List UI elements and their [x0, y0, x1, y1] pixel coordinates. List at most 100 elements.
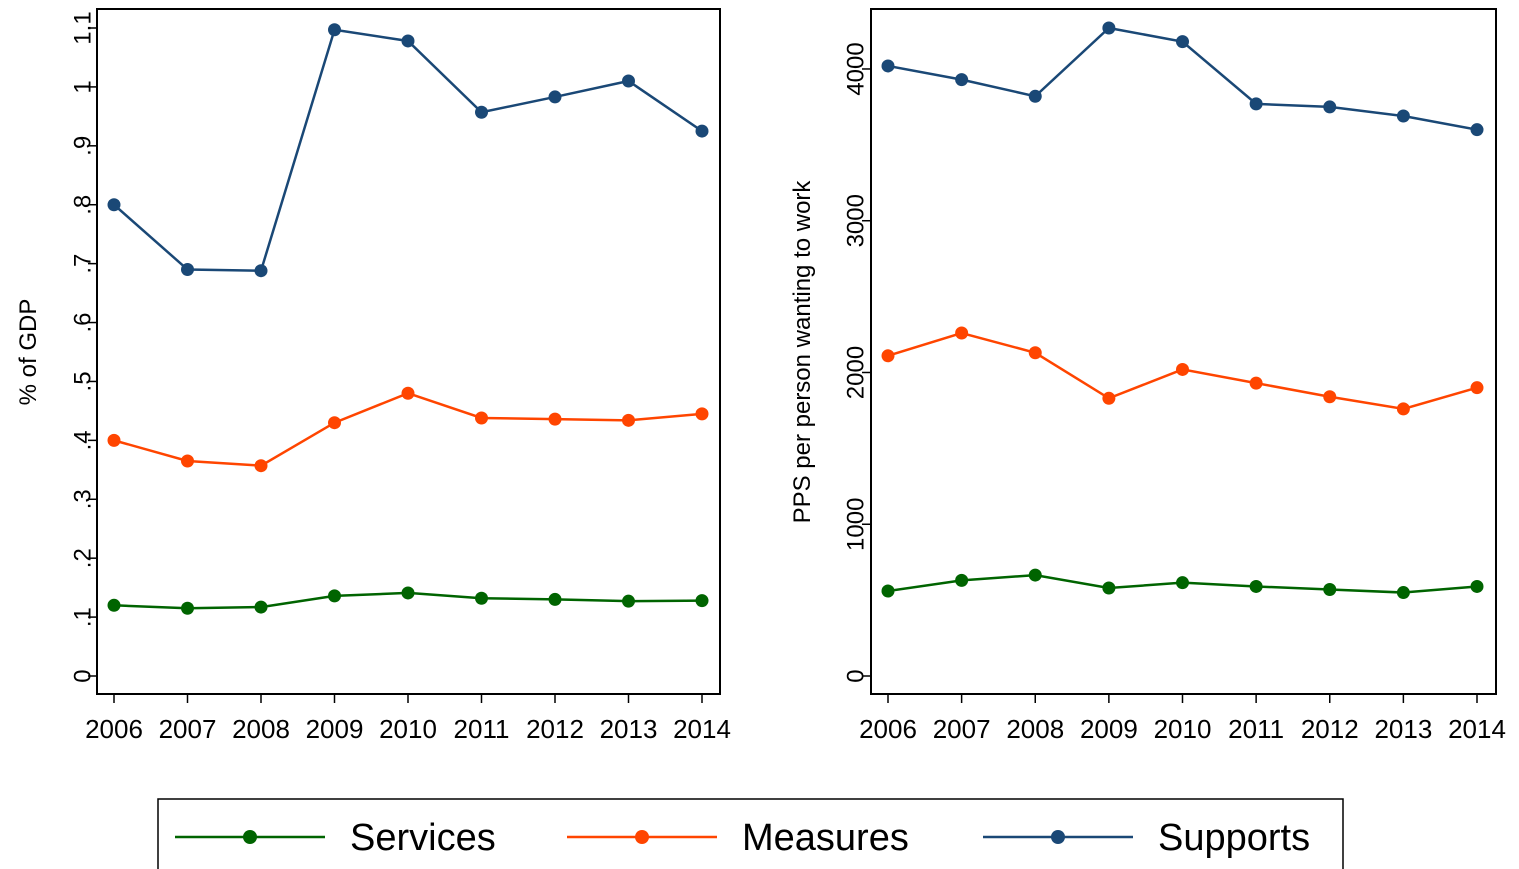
x-tick-label: 2006: [85, 714, 143, 744]
data-point: [475, 591, 488, 605]
data-point: [328, 23, 341, 37]
y-tick-label: .7: [70, 254, 97, 274]
x-tick-label: 2013: [1374, 714, 1432, 744]
data-point: [881, 59, 895, 73]
y-tick-label: 3000: [843, 194, 870, 247]
data-point: [328, 589, 341, 603]
data-point: [328, 416, 341, 430]
y-tick-label: 0: [843, 669, 870, 682]
data-point: [181, 454, 194, 468]
data-point: [1323, 390, 1337, 404]
x-tick-label: 2009: [1080, 714, 1138, 744]
legend-item-supports: Supports: [983, 817, 1310, 859]
data-point: [107, 198, 121, 212]
y-tick-label: .5: [70, 371, 97, 391]
data-point: [695, 124, 709, 138]
data-point: [548, 412, 562, 426]
x-tick-label: 2008: [1006, 714, 1064, 744]
legend-label: Supports: [1158, 817, 1310, 859]
legend: Services Measures Supports: [157, 798, 1344, 869]
legend-item-services: Services: [175, 817, 496, 859]
y-axis-title: PPS per person wanting to work: [789, 180, 816, 524]
x-tick-label: 2014: [673, 714, 731, 744]
data-point: [881, 584, 895, 598]
x-tick-label: 2014: [1448, 714, 1506, 744]
data-point: [955, 573, 969, 587]
y-tick-label: 2000: [843, 346, 870, 399]
data-point: [1470, 579, 1484, 593]
data-point: [1249, 97, 1263, 111]
data-point: [107, 433, 121, 447]
series-line: [113, 28, 703, 272]
data-point: [1028, 346, 1042, 360]
data-point: [1102, 581, 1116, 595]
legend-box: [157, 798, 1344, 869]
legend-label: Measures: [742, 817, 909, 859]
data-point: [1176, 35, 1189, 49]
series-services: [107, 586, 709, 615]
y-tick-label: .9: [70, 136, 97, 156]
data-point: [107, 598, 121, 612]
y-tick-label: .4: [70, 430, 97, 450]
x-tick-label: 2007: [159, 714, 217, 744]
data-point: [881, 349, 895, 363]
y-tick-label: 1.1: [70, 11, 97, 44]
y-tick-label: .3: [70, 489, 97, 509]
data-point: [622, 413, 635, 427]
data-point: [254, 600, 268, 614]
data-point: [401, 586, 415, 600]
data-point: [955, 73, 969, 87]
data-point: [1323, 100, 1337, 114]
legend-item-measures: Measures: [567, 817, 909, 859]
data-point: [1396, 586, 1410, 600]
data-point: [475, 411, 488, 425]
x-tick-label: 2012: [526, 714, 584, 744]
series-supports: [107, 23, 709, 278]
y-tick-label: 0: [70, 669, 97, 682]
data-point: [1396, 402, 1410, 416]
data-point: [1323, 582, 1337, 596]
data-point: [254, 264, 268, 278]
x-tick-label: 2006: [859, 714, 917, 744]
data-point: [401, 386, 415, 400]
data-point: [1102, 21, 1116, 35]
data-point: [1102, 391, 1116, 405]
x-tick-label: 2012: [1301, 714, 1359, 744]
legend-swatch-marker: [1051, 830, 1065, 844]
data-point: [695, 407, 709, 421]
series-measures: [881, 326, 1484, 416]
y-axis-title: % of GDP: [15, 299, 42, 406]
data-point: [1470, 381, 1484, 395]
y-tick-label: .6: [70, 313, 97, 333]
data-point: [1176, 576, 1189, 590]
legend-swatch-marker: [635, 830, 649, 844]
data-point: [622, 74, 635, 88]
series-supports: [881, 21, 1484, 137]
series-line: [113, 391, 703, 467]
data-point: [1028, 568, 1042, 582]
legend-swatch-marker: [243, 830, 257, 844]
y-tick-label: .2: [70, 548, 97, 568]
chart-panel-pps: 0 1000 2000 3000 4000 2006 2007 2008 2009 2010 201…: [789, 8, 1506, 744]
x-tick-label: 2007: [933, 714, 991, 744]
x-tick-label: 2008: [232, 714, 290, 744]
plot-frame: [870, 8, 1497, 695]
data-point: [1249, 376, 1263, 390]
x-tick-label: 2009: [306, 714, 364, 744]
y-tick-label: 1: [70, 80, 97, 93]
data-point: [548, 592, 562, 606]
data-point: [401, 34, 415, 48]
data-point: [695, 594, 709, 608]
y-tick-label: .1: [70, 607, 97, 627]
x-tick-label: 2013: [600, 714, 658, 744]
data-point: [181, 263, 194, 277]
chart-panel-percent-gdp: 0 .1 .2 .3 .4 .5 .6 .7 .8 .9 1 1.1 2006 2007 2008 2009 2…: [15, 8, 731, 744]
y-tick-label: .8: [70, 195, 97, 215]
data-point: [955, 326, 969, 340]
x-tick-label: 2011: [454, 714, 510, 744]
legend-label: Services: [350, 817, 496, 859]
data-point: [254, 459, 268, 473]
x-tick-label: 2010: [379, 714, 437, 744]
x-tick-label: 2011: [1228, 714, 1284, 744]
